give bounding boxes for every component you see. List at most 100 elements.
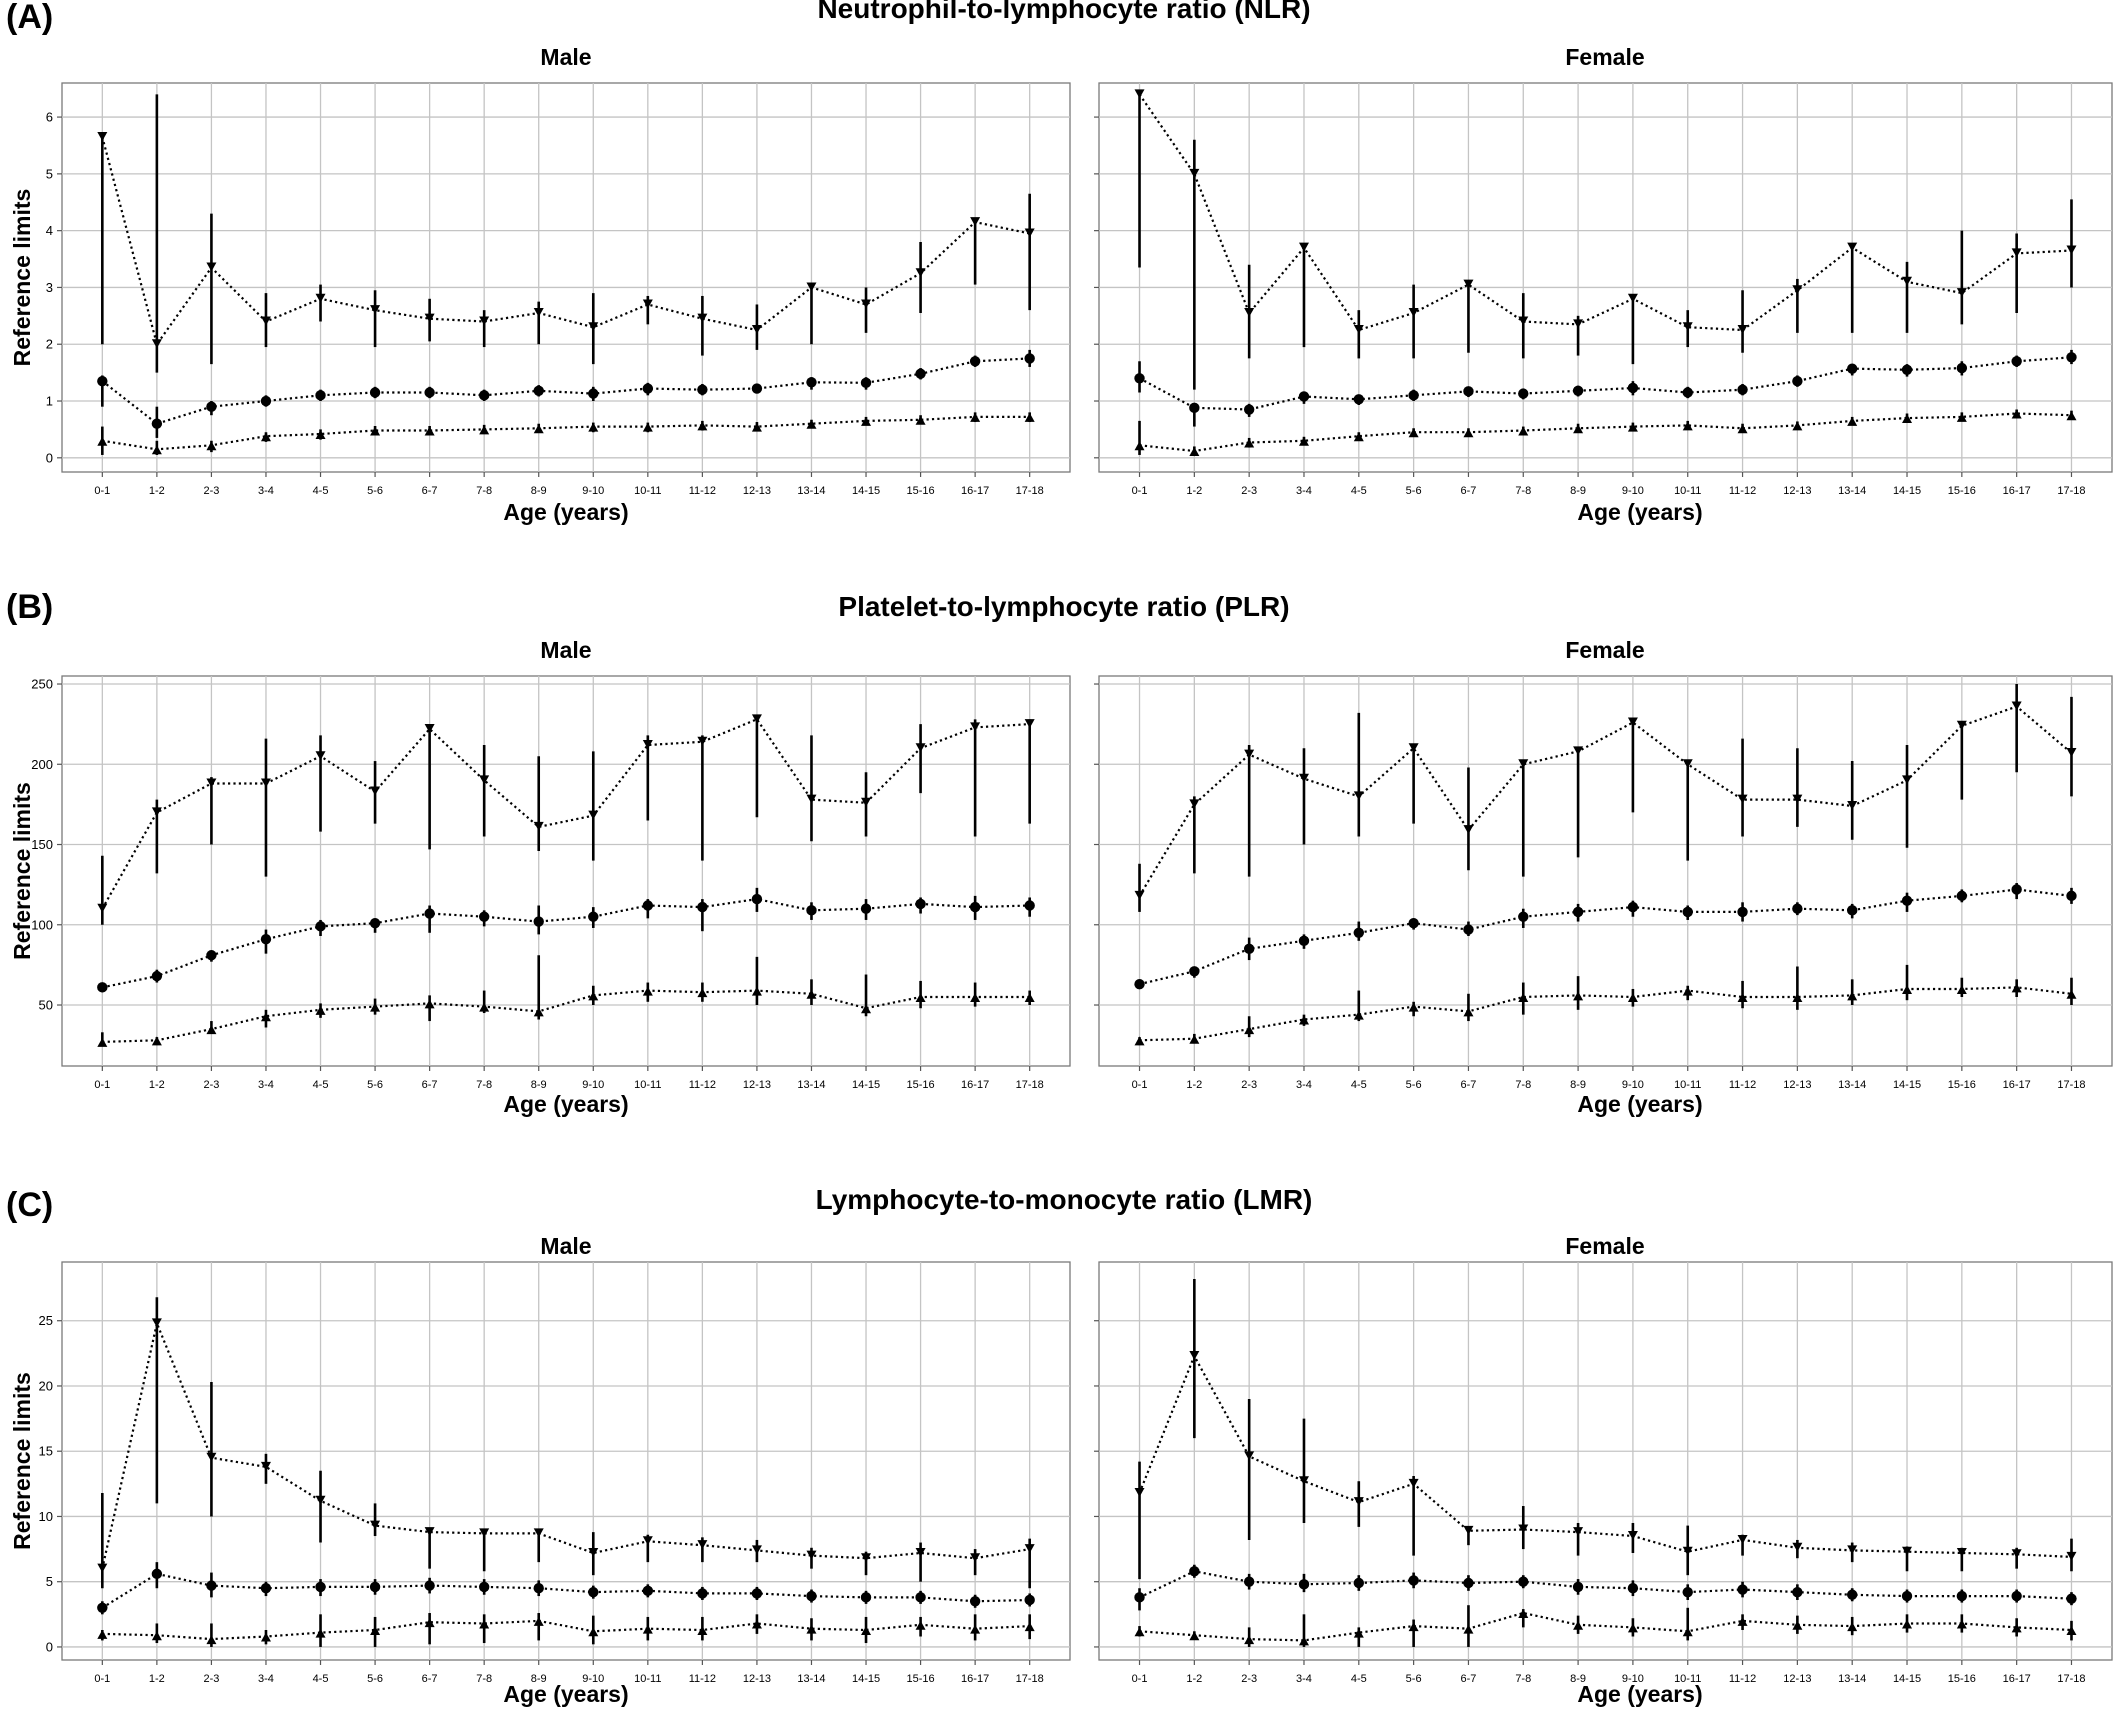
data-point — [97, 131, 108, 141]
x-tick-label: 10-11 — [634, 1079, 661, 1091]
data-point — [1737, 1584, 1748, 1595]
x-tick-label: 10-11 — [1674, 1673, 1701, 1685]
data-point — [1189, 966, 1200, 977]
data-point — [970, 722, 981, 732]
data-point — [1518, 388, 1529, 399]
data-point — [806, 794, 817, 804]
x-tick-label: 10-11 — [1674, 1079, 1701, 1091]
data-point — [969, 356, 981, 367]
x-tick-label: 9-10 — [1622, 1673, 1644, 1685]
data-point — [1134, 1627, 1145, 1637]
y-tick-label: 20 — [39, 1378, 53, 1393]
data-point — [1737, 1616, 1748, 1626]
x-tick-label: 0-1 — [94, 1079, 110, 1091]
data-point — [1134, 1592, 1145, 1603]
data-point — [915, 1547, 926, 1557]
data-point — [2066, 352, 2077, 363]
data-point — [1134, 441, 1145, 451]
x-tick-label: 2-3 — [203, 1079, 219, 1091]
data-point — [1518, 992, 1529, 1002]
data-point — [806, 989, 817, 999]
data-point — [1408, 307, 1419, 317]
data-point — [588, 388, 599, 399]
data-point — [1846, 905, 1858, 916]
data-point — [751, 383, 763, 394]
data-point — [970, 1624, 981, 1634]
y-tick-label: 3 — [46, 280, 53, 295]
x-tick-label: 3-4 — [258, 1673, 274, 1685]
data-point — [1463, 428, 1474, 438]
x-tick-label: 1-2 — [149, 485, 165, 497]
data-point — [424, 908, 435, 919]
data-point — [1243, 1576, 1255, 1587]
data-point — [533, 916, 544, 927]
data-point — [151, 418, 163, 429]
x-tick-label: 6-7 — [422, 485, 438, 497]
data-point — [424, 426, 435, 436]
data-point — [1627, 901, 1639, 913]
series-triangle-down — [1134, 684, 2077, 912]
data-point — [915, 415, 926, 425]
x-tick-label: 10-11 — [1674, 485, 1701, 497]
x-tick-label: 17-18 — [1016, 1673, 1044, 1685]
x-tick-label: 12-13 — [1783, 485, 1811, 497]
data-point — [424, 999, 435, 1009]
data-point — [206, 778, 217, 788]
data-point — [751, 986, 762, 996]
series-line — [102, 415, 1030, 451]
data-point — [424, 313, 435, 323]
data-point — [697, 988, 708, 998]
x-tick-label: 10-11 — [634, 485, 661, 497]
data-point — [97, 903, 108, 913]
data-point — [1134, 373, 1145, 384]
data-point — [369, 387, 381, 398]
data-point — [1847, 1622, 1858, 1632]
data-point — [1682, 986, 1693, 996]
data-point — [1956, 720, 1967, 730]
x-tick-label: 12-13 — [743, 1079, 771, 1091]
data-point — [1463, 386, 1474, 397]
x-tick-label: 15-16 — [907, 1079, 935, 1091]
data-point — [1682, 421, 1693, 431]
series-line — [1139, 888, 2072, 986]
series-circle — [1134, 1564, 2077, 1611]
data-point — [370, 426, 381, 436]
x-tick-label: 0-1 — [1132, 485, 1148, 497]
x-tick-label: 6-7 — [1460, 485, 1476, 497]
series-line — [1138, 93, 2072, 332]
data-point — [2066, 245, 2077, 255]
data-point — [1682, 1627, 1693, 1637]
data-point — [97, 1602, 108, 1614]
data-point — [206, 262, 217, 272]
x-tick-label: 13-14 — [1838, 1673, 1866, 1685]
y-tick-label: 1 — [46, 394, 53, 409]
x-tick-label: 7-8 — [1515, 1673, 1531, 1685]
x-tick-label: 12-13 — [1783, 1079, 1811, 1091]
x-tick-label: 4-5 — [1351, 1079, 1367, 1091]
data-point — [151, 339, 162, 349]
data-point — [1902, 984, 1913, 994]
series-triangle-down — [97, 1297, 1035, 1589]
data-point — [970, 412, 981, 422]
series-triangle-down — [1134, 1278, 2077, 1580]
series-circle — [97, 887, 1035, 993]
data-point — [1243, 943, 1255, 955]
data-point — [1353, 394, 1365, 405]
x-tick-label: 7-8 — [476, 1079, 492, 1091]
x-tick-label: 5-6 — [367, 1673, 383, 1685]
x-tick-label: 14-15 — [1893, 485, 1921, 497]
data-point — [1572, 906, 1584, 918]
x-tick-label: 15-16 — [1948, 1079, 1976, 1091]
series-line — [101, 717, 1030, 910]
data-point — [1024, 353, 1035, 364]
x-tick-label: 10-11 — [634, 1673, 661, 1685]
data-point — [97, 982, 108, 993]
chart-title: Neutrophil-to-lymphocyte ratio (NLR) — [817, 0, 1310, 24]
data-point — [806, 1624, 817, 1634]
data-point — [1408, 1575, 1419, 1586]
y-tick-label: 50 — [39, 998, 53, 1013]
data-point — [369, 917, 381, 929]
chart-row: (B) Platelet-to-lymphocyte ratio (PLR) Ref… — [6, 588, 2113, 1117]
data-point — [1902, 775, 1913, 785]
data-point — [1737, 424, 1748, 434]
